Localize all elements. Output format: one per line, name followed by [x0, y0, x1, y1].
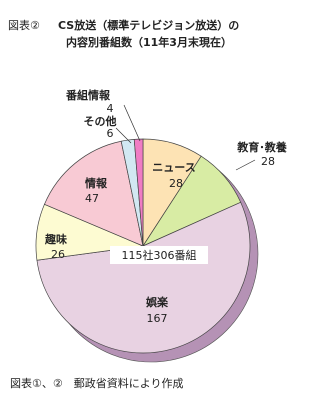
slice-label: 娯楽 — [146, 295, 169, 309]
value-label: 6 — [107, 127, 114, 140]
slice-label: ニュース — [152, 161, 195, 174]
slice-label: 情報 — [85, 176, 108, 190]
slice-label: その他 — [84, 114, 117, 128]
value-label: 26 — [51, 248, 65, 261]
center-label: 115社306番組 — [122, 248, 197, 262]
center-box — [110, 246, 208, 264]
chart-title: 内容別番組数（11年3月末現在） — [66, 35, 232, 49]
leader-line — [115, 127, 132, 144]
pie-slice — [44, 140, 144, 247]
slice-label: 教育･教養 — [236, 140, 287, 154]
value-label: 28 — [261, 155, 275, 168]
pie-slice — [133, 138, 144, 247]
value-label: 4 — [107, 102, 114, 115]
leader-line — [235, 159, 256, 171]
slice-label: 番組情報 — [65, 88, 111, 102]
figure-label: 図表② — [8, 18, 40, 32]
value-label: 28 — [169, 177, 183, 190]
source-note: 図表①、② 郵政省資料により作成 — [10, 376, 184, 390]
leader-line — [123, 104, 141, 142]
pie-slice — [36, 201, 251, 354]
slice-label: 趣味 — [44, 232, 67, 246]
chart-title: CS放送（標準テレビジョン放送）の — [58, 18, 239, 32]
value-label: 47 — [85, 192, 99, 205]
value-label: 167 — [147, 312, 168, 325]
